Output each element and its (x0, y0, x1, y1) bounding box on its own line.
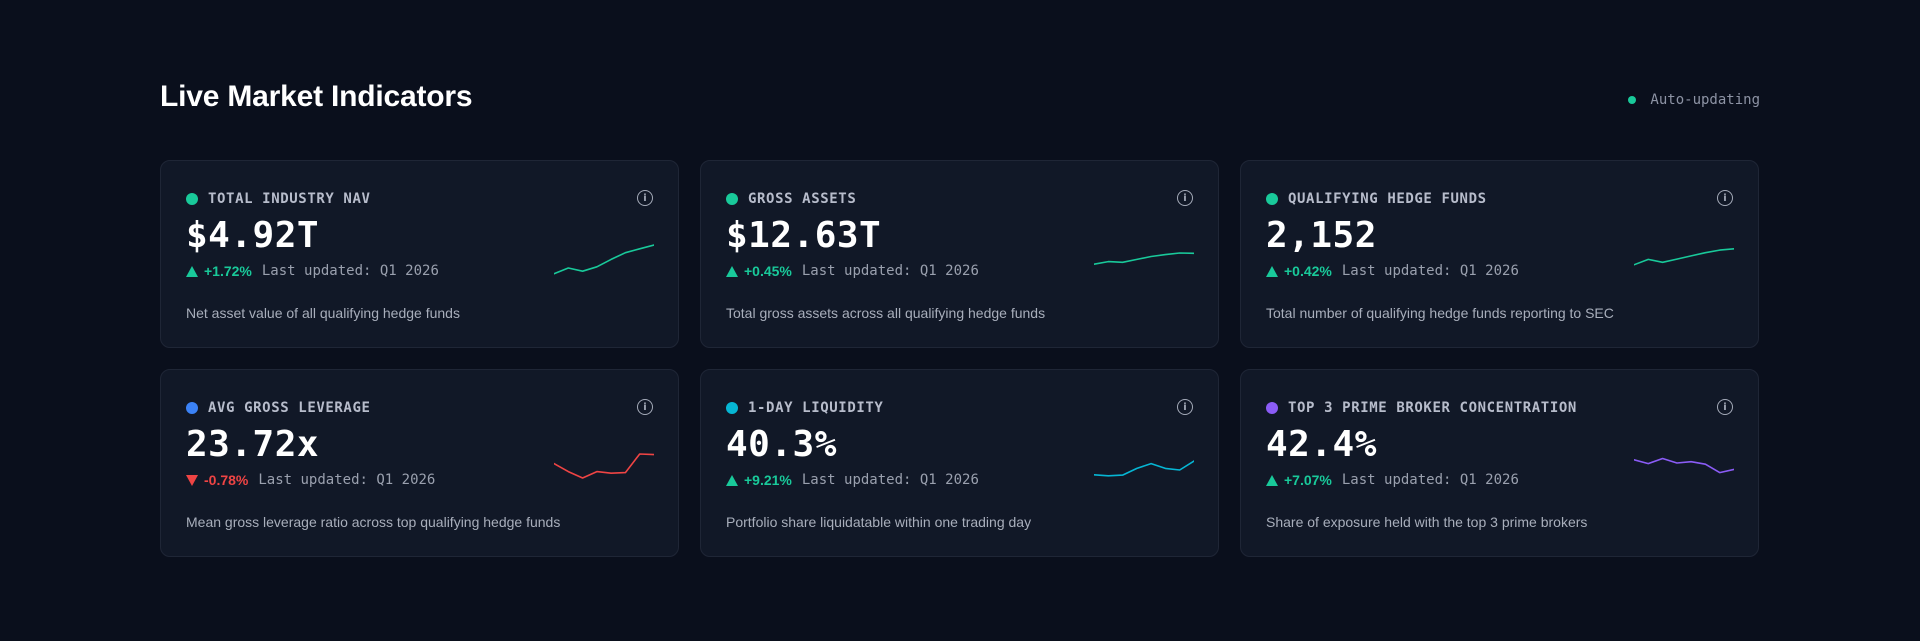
trend-down-icon (186, 474, 198, 486)
info-icon[interactable]: i (1717, 399, 1733, 415)
indicator-description: Total gross assets across all qualifying… (726, 305, 1046, 321)
last-updated: Last updated: Q1 2026 (261, 263, 439, 279)
indicator-meta: +1.72% Last updated: Q1 2026 (186, 263, 439, 279)
info-icon[interactable]: i (1177, 190, 1193, 206)
change-percent: +9.21% (744, 472, 792, 488)
sparkline-line (1634, 457, 1734, 474)
indicator-meta: +0.42% Last updated: Q1 2026 (1266, 263, 1519, 279)
change-indicator: +7.07% (1266, 472, 1332, 488)
sparkline-chart (554, 453, 654, 479)
auto-update-status: Auto-updating (1628, 92, 1760, 108)
trend-up-icon (186, 265, 198, 277)
info-icon[interactable]: i (1177, 399, 1193, 415)
last-updated: Last updated: Q1 2026 (258, 472, 436, 488)
indicator-meta: +7.07% Last updated: Q1 2026 (1266, 472, 1519, 488)
category-dot (726, 193, 738, 205)
trend-up-icon (1266, 474, 1278, 486)
change-percent: +7.07% (1284, 472, 1332, 488)
change-indicator: -0.78% (186, 472, 248, 488)
category-dot (726, 402, 738, 414)
info-icon[interactable]: i (637, 399, 653, 415)
indicator-value: 40.3% (726, 424, 837, 465)
indicator-card-avg-gross-leverage[interactable]: AVG GROSS LEVERAGE i 23.72x -0.78% Last … (160, 369, 679, 557)
indicator-label: 1-DAY LIQUIDITY (748, 400, 884, 416)
change-percent: -0.78% (204, 472, 249, 488)
page-header: Live Market Indicators Auto-updating (160, 80, 1760, 124)
indicator-card-qualifying-hedge-funds[interactable]: QUALIFYING HEDGE FUNDS i 2,152 +0.42% La… (1240, 160, 1759, 348)
info-icon[interactable]: i (637, 190, 653, 206)
indicator-description: Mean gross leverage ratio across top qua… (186, 514, 561, 530)
indicator-description: Share of exposure held with the top 3 pr… (1266, 514, 1588, 530)
change-indicator: +0.42% (1266, 263, 1332, 279)
indicator-label: AVG GROSS LEVERAGE (208, 400, 371, 416)
info-icon[interactable]: i (1717, 190, 1733, 206)
indicator-description: Portfolio share liquidatable within one … (726, 514, 1032, 530)
indicator-card-total-industry-nav[interactable]: TOTAL INDUSTRY NAV i $4.92T +1.72% Last … (160, 160, 679, 348)
indicator-value: 2,152 (1266, 215, 1377, 256)
indicator-meta: +9.21% Last updated: Q1 2026 (726, 472, 979, 488)
indicator-value: $12.63T (726, 215, 882, 256)
sparkline-chart (554, 244, 654, 275)
indicator-meta: -0.78% Last updated: Q1 2026 (186, 472, 435, 488)
last-updated: Last updated: Q1 2026 (801, 472, 979, 488)
sparkline-chart (1634, 457, 1734, 474)
sparkline-line (554, 453, 654, 479)
category-dot (1266, 193, 1278, 205)
sparkline-line (1094, 460, 1194, 477)
category-dot (186, 193, 198, 205)
sparkline-line (1094, 252, 1194, 266)
sparkline-chart (1094, 252, 1194, 266)
category-dot (1266, 402, 1278, 414)
indicator-card-top-3-prime-broker-concentration[interactable]: TOP 3 PRIME BROKER CONCENTRATION i 42.4%… (1240, 369, 1759, 557)
indicator-label: GROSS ASSETS (748, 191, 857, 207)
trend-up-icon (726, 474, 738, 486)
change-indicator: +0.45% (726, 263, 792, 279)
last-updated: Last updated: Q1 2026 (1341, 263, 1519, 279)
sparkline-line (554, 244, 654, 275)
trend-up-icon (1266, 265, 1278, 277)
indicator-meta: +0.45% Last updated: Q1 2026 (726, 263, 979, 279)
change-percent: +1.72% (204, 263, 252, 279)
indicator-description: Total number of qualifying hedge funds r… (1266, 305, 1614, 321)
sparkline-chart (1634, 248, 1734, 266)
indicator-label: QUALIFYING HEDGE FUNDS (1288, 191, 1487, 207)
auto-update-label: Auto-updating (1650, 92, 1760, 108)
indicator-card-1-day-liquidity[interactable]: 1-DAY LIQUIDITY i 40.3% +9.21% Last upda… (700, 369, 1219, 557)
indicator-label: TOP 3 PRIME BROKER CONCENTRATION (1288, 400, 1577, 416)
sparkline-line (1634, 248, 1734, 266)
change-percent: +0.42% (1284, 263, 1332, 279)
change-indicator: +1.72% (186, 263, 252, 279)
change-percent: +0.45% (744, 263, 792, 279)
indicator-description: Net asset value of all qualifying hedge … (186, 305, 460, 321)
trend-up-icon (726, 265, 738, 277)
indicator-label: TOTAL INDUSTRY NAV (208, 191, 371, 207)
indicator-value: $4.92T (186, 215, 320, 256)
last-updated: Last updated: Q1 2026 (1341, 472, 1519, 488)
sparkline-chart (1094, 460, 1194, 477)
indicator-value: 23.72x (186, 424, 320, 465)
page-title: Live Market Indicators (160, 80, 473, 113)
last-updated: Last updated: Q1 2026 (801, 263, 979, 279)
indicator-card-gross-assets[interactable]: GROSS ASSETS i $12.63T +0.45% Last updat… (700, 160, 1219, 348)
category-dot (186, 402, 198, 414)
live-status-dot (1628, 96, 1637, 104)
indicator-value: 42.4% (1266, 424, 1377, 465)
indicator-grid: TOTAL INDUSTRY NAV i $4.92T +1.72% Last … (160, 160, 1760, 557)
change-indicator: +9.21% (726, 472, 792, 488)
